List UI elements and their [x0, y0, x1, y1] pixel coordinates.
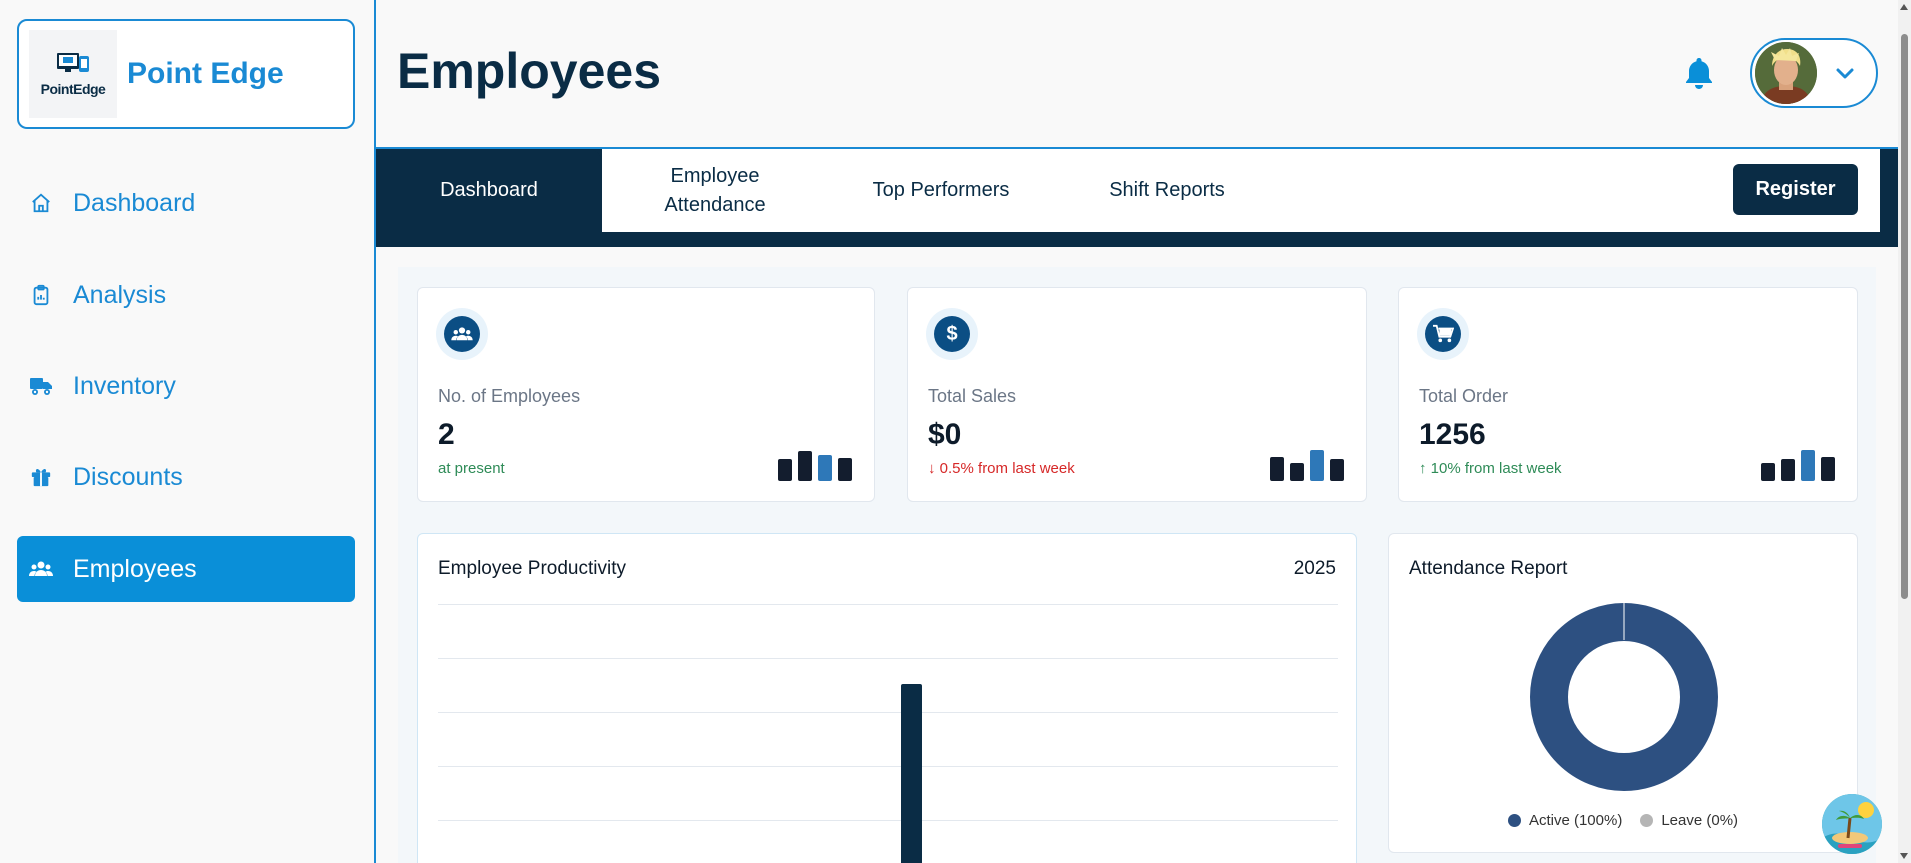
chart-bar — [901, 684, 922, 863]
brand-logo-box[interactable]: PointEdge Point Edge — [17, 19, 355, 129]
sidebar-item-analysis[interactable]: Analysis — [17, 262, 355, 328]
scroll-thumb[interactable] — [1901, 34, 1908, 599]
dashboard-content: No. of Employees 2 at present $ Total Sa… — [398, 267, 1876, 863]
stat-icon-wrap — [436, 308, 488, 360]
sidebar-item-label: Employees — [73, 554, 197, 583]
chart-year-selector[interactable]: 2025 — [1293, 558, 1336, 579]
mini-bar-chart — [1270, 449, 1346, 481]
stat-value: 2 — [438, 418, 455, 451]
stat-icon-wrap — [1417, 308, 1469, 360]
home-icon — [29, 191, 53, 215]
sidebar-item-label: Inventory — [73, 371, 176, 400]
chart-title: Attendance Report — [1409, 558, 1568, 579]
stat-card-sales: $ Total Sales $0 ↓ 0.5% from last week — [907, 287, 1367, 502]
sidebar-item-label: Analysis — [73, 280, 167, 309]
mini-bar-chart — [778, 449, 854, 481]
stat-label: Total Sales — [928, 386, 1017, 406]
stat-sub: ↓ 0.5% from last week — [928, 460, 1075, 477]
users-icon — [444, 316, 480, 352]
tab-bar: Dashboard Employee Attendance Top Perfor… — [376, 149, 1898, 247]
main-panel: Dashboard Employee Attendance Top Perfor… — [376, 147, 1898, 863]
sidebar-item-dashboard[interactable]: Dashboard — [17, 170, 355, 236]
attendance-report-card: Attendance Report Active (100%) Leave (0… — [1388, 533, 1858, 853]
brand-name: Point Edge — [127, 57, 284, 90]
truck-icon — [29, 374, 53, 398]
stat-sub: ↑ 10% from last week — [1419, 460, 1562, 477]
stat-value: 1256 — [1419, 418, 1486, 451]
productivity-chart-card: Employee Productivity 2025 — [417, 533, 1357, 863]
attendance-donut-chart — [1530, 603, 1718, 791]
legend-label: Leave (0%) — [1661, 812, 1739, 829]
brand-logo: PointEdge — [29, 30, 117, 118]
legend-label: Active (100%) — [1528, 812, 1623, 829]
sidebar-item-discounts[interactable]: Discounts — [17, 444, 355, 510]
tab-employee-attendance[interactable]: Employee Attendance — [602, 149, 828, 232]
sidebar-item-label: Dashboard — [73, 188, 196, 217]
chart-legend: Active (100%) Leave (0%) — [1389, 812, 1857, 829]
sidebar-item-label: Discounts — [73, 462, 183, 491]
register-button[interactable]: Register — [1733, 164, 1858, 215]
avatar — [1755, 42, 1817, 104]
tab-shift-reports[interactable]: Shift Reports — [1109, 179, 1225, 201]
legend-item-active: Active (100%) — [1507, 812, 1623, 829]
sidebar-item-inventory[interactable]: Inventory — [17, 353, 355, 419]
gift-icon — [29, 465, 53, 489]
tab-label: Employee Attendance — [664, 164, 766, 216]
tab-top-performers[interactable]: Top Performers — [872, 179, 1010, 201]
tab-bar-inner — [602, 149, 1880, 232]
profile-menu[interactable] — [1750, 38, 1878, 108]
sidebar-item-employees[interactable]: Employees — [17, 536, 355, 602]
stat-card-orders: Total Order 1256 ↑ 10% from last week — [1398, 287, 1858, 502]
stat-label: Total Order — [1419, 386, 1509, 406]
cart-icon — [1425, 316, 1461, 352]
chart-title: Employee Productivity — [438, 558, 626, 579]
users-icon — [29, 557, 53, 581]
stat-card-employees: No. of Employees 2 at present — [417, 287, 875, 502]
tab-dashboard[interactable]: Dashboard — [376, 149, 602, 232]
productivity-chart — [438, 604, 1338, 863]
mini-bar-chart — [1761, 449, 1837, 481]
page-scrollbar[interactable] — [1898, 0, 1911, 863]
scroll-up-arrow[interactable] — [1900, 4, 1908, 10]
scroll-down-arrow[interactable] — [1900, 853, 1908, 859]
logo-devices-icon — [57, 53, 89, 72]
legend-item-leave: Leave (0%) — [1640, 812, 1738, 829]
stat-value: $0 — [928, 418, 962, 451]
sidebar: PointEdge Point Edge Dashboard Analysis … — [0, 0, 376, 863]
donut-slice-active — [1530, 603, 1718, 791]
clipboard-icon — [29, 283, 53, 307]
stat-icon-wrap: $ — [926, 308, 978, 360]
page-title: Employees — [397, 43, 662, 99]
chevron-down-icon — [1836, 68, 1854, 79]
logo-text: PointEdge — [40, 81, 106, 97]
stat-sub: at present — [438, 460, 505, 477]
assistant-island-icon[interactable] — [1822, 794, 1882, 854]
dollar-icon: $ — [934, 316, 970, 352]
bell-icon[interactable] — [1684, 56, 1714, 90]
stat-label: No. of Employees — [438, 386, 581, 406]
